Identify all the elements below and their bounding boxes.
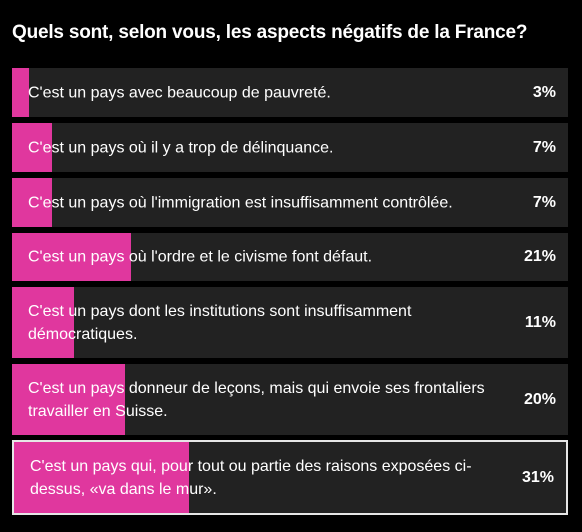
option-percentage: 20% xyxy=(523,390,556,408)
option-percentage: 31% xyxy=(521,468,554,486)
poll-option[interactable]: C'est un pays dont les institutions sont… xyxy=(12,287,568,358)
option-percentage: 7% xyxy=(532,138,556,156)
option-label: C'est un pays où l'ordre et le civisme f… xyxy=(28,248,373,266)
option-label: C'est un pays qui, pour tout ou partie d… xyxy=(30,457,472,498)
result-bar xyxy=(12,123,52,172)
poll-option[interactable]: C'est un pays où il y a trop de délinqua… xyxy=(12,123,568,172)
option-label: C'est un pays dont les institutions sont… xyxy=(28,302,412,343)
option-percentage: 11% xyxy=(524,313,556,331)
option-label: C'est un pays avec beaucoup de pauvreté. xyxy=(28,84,331,101)
poll-option[interactable]: C'est un pays qui, pour tout ou partie d… xyxy=(12,440,568,515)
result-bar xyxy=(12,287,74,358)
result-bar xyxy=(12,178,52,227)
poll-option[interactable]: C'est un pays où l'immigration est insuf… xyxy=(12,178,568,227)
option-percentage: 7% xyxy=(532,193,556,211)
poll-option[interactable]: C'est un pays donneur de leçons, mais qu… xyxy=(12,364,568,435)
poll-option[interactable]: C'est un pays où l'ordre et le civisme f… xyxy=(12,233,568,281)
result-bar xyxy=(12,364,125,435)
option-percentage: 3% xyxy=(532,83,556,101)
result-bar xyxy=(14,442,189,513)
poll-option[interactable]: C'est un pays avec beaucoup de pauvreté.… xyxy=(12,68,568,117)
result-bar xyxy=(12,233,131,281)
option-label: C'est un pays où il y a trop de délinqua… xyxy=(28,139,334,156)
option-label: C'est un pays donneur de leçons, mais qu… xyxy=(28,379,485,420)
option-percentage: 21% xyxy=(523,248,556,265)
result-bar xyxy=(12,68,29,117)
option-label: C'est un pays où l'immigration est insuf… xyxy=(28,194,453,211)
poll-title: Quels sont, selon vous, les aspects néga… xyxy=(12,22,528,43)
